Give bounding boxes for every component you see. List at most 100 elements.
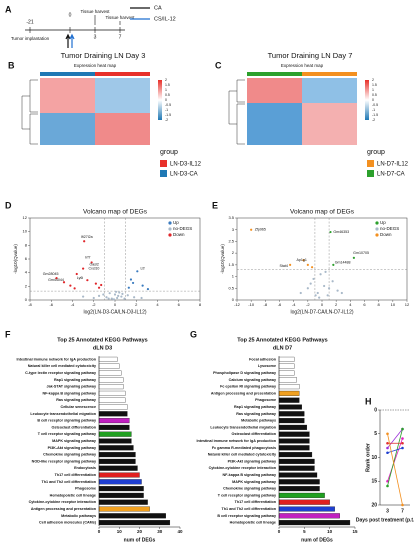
timeline-label: 0	[69, 12, 72, 18]
y-tick-label: 8	[25, 242, 28, 247]
x-tick-label: 0	[98, 529, 101, 534]
y-tick-label: 1.5	[228, 262, 234, 267]
category-label: Fc epsilon RI signaling pathway	[220, 385, 277, 389]
category-label: Ras signaling pathway	[56, 398, 97, 402]
category-label: Leukocyte transendothelial migration	[210, 425, 276, 429]
category-label: Cytokine-cytokine receptor interaction	[29, 500, 97, 504]
y-tick-label: 0	[374, 407, 377, 413]
x-axis-label: log2(LN-D7-CA/LN-D7-IL12)	[290, 309, 353, 315]
category-label: Th1 and Th2 cell differentiation	[222, 507, 277, 511]
gene-label: Ly6i	[77, 276, 84, 280]
point	[327, 287, 331, 290]
point	[90, 261, 93, 264]
point	[75, 272, 78, 276]
bar	[98, 363, 120, 369]
point	[326, 294, 329, 297]
category-label: Ras signaling pathway	[236, 412, 277, 416]
y-tick-label: 2	[232, 250, 235, 255]
bar	[98, 356, 118, 362]
category-label: Leukocyte transendothelial migration	[30, 412, 96, 416]
point	[105, 296, 108, 299]
colorbar-label: 1.5	[165, 83, 170, 87]
legend-swatch	[367, 170, 374, 177]
y-axis-label: -log10(Qvalue)	[13, 244, 18, 274]
bar	[98, 404, 128, 410]
x-tick-label: 10	[117, 529, 123, 534]
point	[331, 280, 334, 283]
y-tick-label: 1	[232, 274, 235, 279]
group-bar	[247, 72, 302, 76]
colorbar-label: -0.5	[165, 103, 171, 107]
x-tick-label: 10	[327, 529, 333, 534]
legend-marker	[375, 221, 379, 225]
bar	[278, 397, 300, 403]
bar	[98, 492, 144, 498]
chart-subtitle: dLN D7	[273, 345, 292, 351]
category-label: NF-kappa B signaling pathway	[223, 473, 277, 477]
x-tick-label: -2	[306, 302, 310, 307]
bar	[278, 452, 313, 458]
chart-title: Volcano map of DEGs	[290, 209, 355, 216]
panel-letter: E	[212, 200, 218, 210]
point	[126, 294, 129, 297]
legend-label: CS/IL-12	[154, 16, 176, 22]
point	[306, 287, 309, 290]
group-bar	[95, 72, 150, 76]
colorbar-label: 0	[372, 98, 374, 102]
point	[118, 291, 121, 294]
point	[314, 294, 317, 297]
category-label: Th17 cell differentiation	[235, 500, 277, 504]
legend-label: no-DEGS	[173, 226, 192, 231]
legend-swatch	[367, 160, 374, 167]
point	[107, 297, 110, 300]
point	[97, 286, 101, 289]
point	[401, 437, 404, 440]
category-label: MAPK signaling pathway	[52, 439, 97, 443]
x-tick-label: 0	[278, 529, 281, 534]
category-label: Cytokine-cytokine receptor interaction	[209, 466, 277, 470]
category-label: Phagosome	[255, 398, 276, 402]
legend-label: LN-D3-IL12	[170, 162, 202, 168]
point	[123, 297, 126, 300]
panel-letter: A	[5, 4, 12, 14]
timeline-label: -21	[26, 19, 33, 25]
x-tick-label: -12	[234, 302, 241, 307]
panel-letter: H	[365, 396, 372, 406]
y-tick-label: 3.5	[228, 215, 234, 220]
gene-label: Stat4	[280, 264, 288, 268]
x-tick-label: 12	[405, 302, 410, 307]
timeline-label: 7	[119, 34, 122, 40]
point	[131, 281, 135, 285]
point	[312, 277, 315, 281]
bar	[98, 513, 166, 519]
point	[310, 266, 314, 269]
x-tick-label: 20	[137, 529, 143, 534]
heatmap-panel: C Tumor Draining LN Day 7 Expression heat …	[215, 51, 409, 178]
timeline-label: Tissue harvest	[80, 9, 110, 14]
panel-letter: D	[5, 200, 12, 210]
colorbar-label: 2	[372, 78, 374, 82]
y-tick-label: 10	[23, 229, 28, 234]
x-tick-label: 40	[177, 529, 183, 534]
bar	[98, 384, 124, 390]
point	[127, 286, 130, 289]
point	[386, 484, 389, 488]
bar	[98, 418, 130, 424]
colorbar-label: -2	[372, 118, 375, 122]
bar	[278, 479, 320, 485]
point	[299, 291, 302, 295]
point	[97, 294, 101, 297]
bar	[98, 438, 132, 444]
bar	[278, 431, 310, 437]
point	[100, 283, 103, 287]
x-tick-label: 8	[199, 302, 202, 307]
heatmap-block	[302, 103, 357, 145]
point	[110, 297, 113, 300]
x-tick-label: -8	[264, 302, 268, 307]
bar	[98, 424, 130, 430]
bar	[98, 472, 140, 478]
category-label: Antigen processing and presentation	[31, 507, 97, 511]
bar	[98, 458, 136, 464]
point	[62, 281, 66, 284]
bar	[98, 499, 148, 505]
